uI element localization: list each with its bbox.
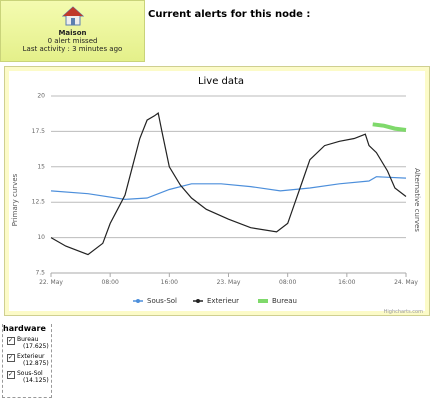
hardware-item: ✓ Sous-Sol (14.125) — [3, 370, 51, 384]
hardware-label: Exterieur — [17, 353, 45, 360]
chart: Live data Primary curves Alternative cur… — [9, 71, 425, 315]
hardware-item: ✓ Bureau (17.625) — [3, 336, 51, 350]
hardware-box: hardware ✓ Bureau (17.625) ✓ Exterieur (12.87… — [2, 324, 52, 398]
y-tick-label: 7.5 — [35, 270, 45, 277]
hardware-value: (12.875) — [23, 360, 49, 367]
series-line — [50, 176, 407, 201]
checkbox[interactable]: ✓ — [7, 371, 15, 379]
y-tick-label: 20 — [37, 93, 45, 100]
legend-marker — [136, 299, 140, 303]
series-line — [372, 122, 407, 132]
y-tick-label: 12.5 — [32, 199, 46, 206]
legend-label: Sous-Sol — [147, 297, 177, 305]
y-tick-label: 17.5 — [32, 128, 46, 135]
hardware-title: hardware — [3, 324, 51, 333]
y2-axis-label: Alternative curves — [413, 168, 421, 232]
chart-bg — [9, 71, 425, 311]
hardware-item: ✓ Exterieur (12.875) — [3, 353, 51, 367]
credits: Highcharts.com — [384, 309, 423, 315]
y-tick-label: 10 — [37, 234, 45, 241]
legend-label: Exterieur — [207, 297, 239, 305]
hardware-value: (17.625) — [23, 343, 49, 350]
x-tick-label: 16:00 — [338, 279, 355, 286]
node-activity: Last activity : 3 minutes ago — [22, 45, 123, 53]
chart-title: Live data — [198, 76, 244, 87]
hardware-label: Bureau — [17, 336, 39, 343]
checkbox[interactable]: ✓ — [7, 354, 15, 362]
series-line — [50, 111, 407, 256]
hardware-value: (14.125) — [23, 377, 49, 384]
hardware-text: Sous-Sol (14.125) — [17, 370, 49, 384]
x-tick-label: 08:00 — [102, 279, 119, 286]
legend-label: Bureau — [272, 297, 297, 305]
node-name: Maison — [58, 29, 87, 37]
x-tick-label: 22. May — [39, 279, 63, 286]
chart-panel: Live data Primary curves Alternative cur… — [4, 66, 430, 316]
node-alerts: 0 alert missed — [47, 37, 98, 45]
x-tick-label: 08:00 — [279, 279, 296, 286]
y-tick-label: 15 — [37, 163, 45, 170]
x-tick-label: 24. May — [394, 279, 418, 286]
node-card[interactable]: Maison 0 alert missed Last activity : 3 … — [0, 0, 145, 62]
hardware-label: Sous-Sol — [17, 370, 43, 377]
hardware-text: Bureau (17.625) — [17, 336, 49, 350]
legend-marker — [196, 299, 200, 303]
heading: Current alerts for this node : — [148, 9, 311, 20]
checkbox[interactable]: ✓ — [7, 337, 15, 345]
x-tick-label: 16:00 — [161, 279, 178, 286]
hardware-text: Exterieur (12.875) — [17, 353, 49, 367]
house-icon — [61, 6, 84, 26]
y-axis-label: Primary curves — [11, 173, 19, 226]
x-tick-label: 23. May — [217, 279, 241, 286]
